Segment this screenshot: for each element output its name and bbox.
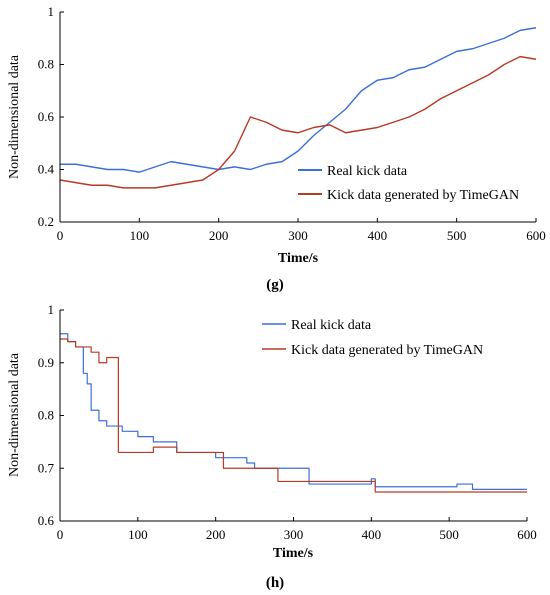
chart-g-series [59, 27, 537, 189]
chart-g-legend-generated: Kick data generated by TimeGAN [327, 188, 519, 203]
chart-g-x-tick-label: 400 [368, 228, 388, 243]
chart-h-y-tick-label: 0.9 [38, 355, 54, 370]
chart-g-ticks: 0 100 200 300 400 500 600 0.2 0.4 0.6 0.8 1 [38, 4, 546, 243]
chart-h-x-tick-label: 0 [57, 527, 64, 542]
chart-g-x-label: Time/s [278, 251, 319, 266]
chart-h-x-tick-label: 200 [206, 527, 226, 542]
chart-h-x-tick-label: 300 [284, 527, 304, 542]
chart-h-x-tick-label: 600 [517, 527, 537, 542]
chart-g-x-tick-label: 200 [209, 228, 229, 243]
chart-g-y-label: Non-dimensional data [7, 54, 22, 179]
chart-h-x-tick-label: 100 [128, 527, 148, 542]
chart-g-x-tick-label: 0 [57, 228, 64, 243]
chart-h-y-tick-label: 0.8 [38, 408, 54, 423]
chart-h-x-tick-label: 400 [362, 527, 382, 542]
chart-h-ticks: 0 100 200 300 400 500 600 0.6 0.7 0.8 0.9 1 [38, 302, 537, 542]
chart-g-x-tick-label: 600 [526, 228, 546, 243]
chart-h-series [60, 333, 527, 493]
chart-h-y-label: Non-dimensional data [7, 352, 22, 477]
chart-h-x-label: Time/s [273, 546, 314, 561]
chart-h-legend-real: Real kick data [291, 318, 372, 333]
chart-g-series-real [60, 27, 537, 173]
chart-g-series-generated [59, 55, 537, 189]
chart-g-y-tick-label: 1 [48, 4, 55, 19]
chart-g-y-tick-label: 0.4 [38, 162, 55, 177]
chart-h: 0 100 200 300 400 500 600 0.6 0.7 0.8 0.9 1 Non-dim… [7, 302, 537, 591]
chart-g-panel-label: (g) [266, 277, 284, 293]
chart-h-series-real [60, 333, 527, 490]
chart-h-legend: Real kick data Kick data generated by Ti… [262, 318, 483, 358]
chart-g-legend-real: Real kick data [327, 164, 408, 179]
chart-g-x-tick-label: 500 [447, 228, 467, 243]
chart-h-y-tick-label: 0.7 [38, 460, 55, 475]
chart-h-y-tick-label: 0.6 [38, 513, 55, 528]
chart-g-legend: Real kick data Kick data generated by Ti… [298, 164, 519, 203]
chart-g-x-tick-label: 100 [130, 228, 150, 243]
chart-g-x-tick-label: 300 [288, 228, 308, 243]
chart-h-y-tick-label: 1 [48, 302, 55, 317]
chart-h-series-generated [60, 338, 527, 493]
chart-g-y-tick-label: 0.2 [38, 214, 54, 229]
chart-h-legend-generated: Kick data generated by TimeGAN [291, 343, 483, 358]
chart-g-y-tick-label: 0.6 [38, 109, 55, 124]
chart-g-y-tick-label: 0.8 [38, 57, 54, 72]
chart-g: 0 100 200 300 400 500 600 0.2 0.4 0.6 0.8 1 Non-dim… [7, 4, 546, 293]
chart-h-panel-label: (h) [266, 575, 284, 591]
chart-h-x-tick-label: 500 [439, 527, 459, 542]
